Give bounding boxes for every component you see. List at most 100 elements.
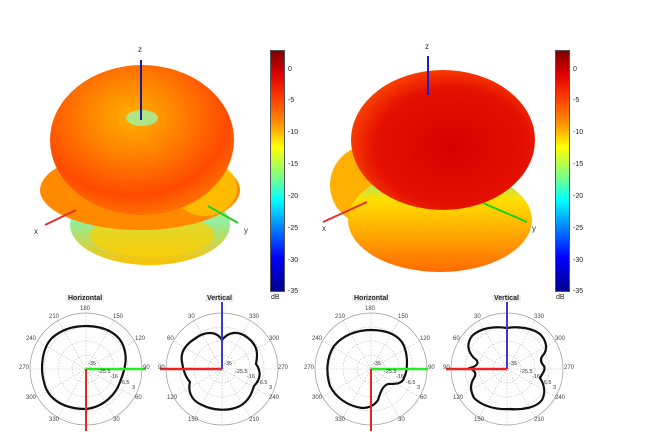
cbar-tick: -5 [288, 97, 295, 104]
cbar-tick: -10 [573, 129, 584, 136]
left-colorbar: 0 -5 -10 -15 -20 -25 -30 -35 dB [270, 50, 310, 310]
left-3d-plot: z x y [30, 40, 270, 280]
ring-label: -35 [509, 361, 517, 367]
angle-label: 120 [420, 336, 431, 342]
polar-plot [446, 302, 564, 426]
polar-vertical-1: Vertical 30 330 60 300 90 270 120 240 15… [150, 290, 300, 446]
angle-label: 30 [398, 417, 405, 423]
angle-label: 60 [167, 336, 174, 342]
angle-label: 240 [269, 395, 280, 401]
ring-label: 3 [553, 385, 557, 391]
y-axis-label: y [244, 226, 248, 235]
cbar-tick: -35 [573, 288, 584, 295]
angle-label: 210 [49, 314, 60, 320]
angle-label: 60 [453, 336, 460, 342]
polar-plot [314, 312, 428, 431]
angle-label: 180 [80, 306, 91, 312]
cbar-tick: -15 [288, 161, 299, 168]
ring-label: -16 [532, 374, 540, 380]
x-axis-label: x [34, 227, 38, 236]
cbar-tick: -10 [288, 129, 299, 136]
polar-title: Horizontal [66, 295, 105, 302]
polar-plot [160, 302, 279, 426]
angle-label: 90 [158, 365, 165, 371]
ring-label: -25.5 [235, 369, 248, 375]
angle-label: 120 [453, 395, 464, 401]
angle-label: 210 [249, 417, 260, 423]
angle-label: 150 [474, 417, 485, 423]
angle-label: 330 [335, 417, 346, 423]
angle-label: 330 [49, 417, 60, 423]
angle-label: 30 [113, 417, 120, 423]
cbar-tick: -35 [288, 288, 299, 295]
cbar-tick: -30 [288, 257, 299, 264]
ring-label: 3 [132, 385, 136, 391]
angle-label: 240 [26, 336, 37, 342]
angle-label: 300 [269, 336, 280, 342]
ring-label: -6.5 [406, 380, 416, 386]
ring-label: -16 [396, 374, 404, 380]
ring-label: 3 [417, 385, 421, 391]
cbar-tick: -20 [288, 193, 299, 200]
polar-title: Vertical [492, 295, 521, 302]
x-axis-label: x [322, 224, 326, 233]
ring-label: -6.5 [542, 380, 552, 386]
cbar-unit: dB [556, 294, 565, 301]
right-colorbar-gradient [555, 50, 570, 292]
ring-label: -25.5 [384, 369, 397, 375]
polar-horizontal-2: Horizontal 180 210 150 240 120 270 90 30… [300, 290, 450, 446]
angle-label: 240 [312, 336, 323, 342]
cbar-unit: dB [271, 294, 280, 301]
y-axis-label: y [532, 224, 536, 233]
cbar-tick: 0 [573, 66, 577, 73]
polar-vertical-2: Vertical 30 330 60 300 90 270 120 240 15… [440, 290, 590, 446]
angle-label: 270 [304, 365, 315, 371]
cbar-tick: -5 [573, 97, 580, 104]
ring-label: -35 [88, 361, 96, 367]
cbar-tick: 0 [288, 66, 292, 73]
z-axis-label: z [138, 45, 142, 54]
angle-label: 90 [428, 365, 435, 371]
right-colorbar: 0 -5 -10 -15 -20 -25 -30 -35 dB [555, 50, 595, 310]
angle-label: 180 [365, 306, 376, 312]
ring-label: -16 [110, 374, 118, 380]
angle-label: 90 [143, 365, 150, 371]
angle-label: 300 [555, 336, 566, 342]
polar-horizontal-1: Horizontal 180 210 150 240 120 270 90 30… [0, 290, 170, 446]
ring-label: -25.5 [98, 369, 111, 375]
polar-title: Horizontal [352, 295, 391, 302]
angle-label: 300 [26, 395, 37, 401]
cbar-tick: -30 [573, 257, 584, 264]
cbar-tick: -25 [288, 225, 299, 232]
angle-label: 240 [555, 395, 566, 401]
ring-label: -35 [373, 361, 381, 367]
angle-label: 120 [135, 336, 146, 342]
cbar-tick: -15 [573, 161, 584, 168]
left-colorbar-gradient [270, 50, 285, 292]
left-3d-surface [40, 60, 240, 265]
angle-label: 90 [443, 365, 450, 371]
ring-label: -6.5 [120, 380, 130, 386]
angle-label: 60 [135, 395, 142, 401]
angle-label: 150 [188, 417, 199, 423]
angle-label: 300 [312, 395, 323, 401]
right-3d-plot: z x y [315, 40, 555, 280]
ring-label: -25.5 [520, 369, 533, 375]
cbar-tick: -25 [573, 225, 584, 232]
angle-label: 330 [534, 314, 545, 320]
ring-label: 3 [269, 385, 273, 391]
angle-label: 150 [113, 314, 124, 320]
angle-label: 330 [249, 314, 260, 320]
z-axis-label: z [425, 42, 429, 51]
polar-plot [29, 312, 146, 431]
angle-label: 60 [420, 395, 427, 401]
ring-label: -6.5 [258, 380, 268, 386]
cbar-tick: -20 [573, 193, 584, 200]
right-3d-surface [322, 56, 535, 272]
angle-label: 30 [474, 314, 481, 320]
ring-label: -16 [247, 374, 255, 380]
angle-label: 270 [278, 365, 289, 371]
ring-label: -35 [224, 361, 232, 367]
angle-label: 270 [19, 365, 30, 371]
polar-title: Vertical [205, 295, 234, 302]
